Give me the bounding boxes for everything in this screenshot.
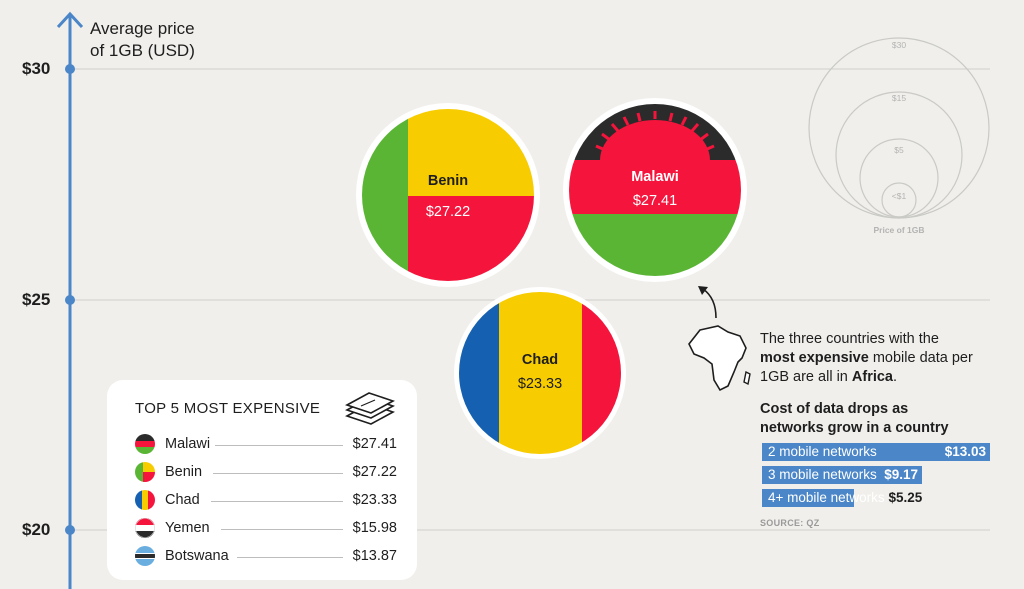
top5-price-chad: $23.33 bbox=[352, 492, 397, 508]
network-bar-3-label: 3 mobile networks bbox=[768, 467, 877, 482]
yemen-flag-icon bbox=[135, 518, 155, 538]
size-legend-title: Price of 1GB bbox=[873, 225, 925, 235]
chad-flag-icon bbox=[135, 490, 155, 510]
pointer-arrowhead bbox=[698, 286, 708, 295]
note-text-2: mobile data per 1GB are all in bbox=[760, 350, 973, 385]
bubble-chad bbox=[454, 287, 626, 459]
top5-price-benin: $27.22 bbox=[352, 464, 397, 480]
top5-country-yemen: Yemen bbox=[165, 520, 210, 536]
note-text-1: The three countries with the bbox=[760, 331, 939, 347]
top5-country-benin: Benin bbox=[165, 464, 203, 480]
y-tick-label-20: $20 bbox=[22, 520, 51, 539]
drops-title-line2: networks grow in a country bbox=[760, 420, 949, 436]
size-legend-label-15: $15 bbox=[891, 93, 907, 103]
y-tick-label-25: $25 bbox=[22, 290, 51, 309]
y-axis-arrow bbox=[56, 11, 84, 29]
pointer-arrow bbox=[702, 288, 717, 319]
bubble-malawi bbox=[563, 98, 747, 282]
top5-row-malawi: Malawi $27.41 bbox=[135, 434, 397, 454]
drops-title: Cost of data drops as networks grow in a… bbox=[760, 400, 949, 438]
top5-row-chad: Chad $23.33 bbox=[135, 490, 397, 510]
leader-line bbox=[237, 557, 343, 558]
size-legend-circle-15 bbox=[835, 91, 963, 219]
network-bar-3: 3 mobile networks $9.17 bbox=[762, 466, 922, 484]
drops-title-line1: Cost of data drops as bbox=[760, 401, 909, 417]
sun-rays bbox=[595, 111, 715, 152]
size-legend-label-30: $30 bbox=[891, 40, 907, 50]
top5-country-botswana: Botswana bbox=[165, 548, 229, 564]
y-axis-label-line1: Average price bbox=[90, 19, 195, 38]
y-tick-label-30: $30 bbox=[22, 59, 51, 78]
top5-row-yemen: Yemen $15.98 bbox=[135, 518, 397, 538]
network-bar-3-value: $9.17 bbox=[884, 467, 918, 482]
bubble-value-benin: $27.22 bbox=[425, 204, 471, 220]
note-bold-2: Africa bbox=[851, 369, 893, 385]
network-bar-4plus-value: $5.25 bbox=[888, 490, 923, 505]
network-bar-4plus-label: 4+ mobile networks bbox=[768, 490, 885, 505]
leader-line bbox=[215, 445, 343, 446]
top5-row-botswana: Botswana $13.87 bbox=[135, 546, 397, 566]
size-legend-label-5: $5 bbox=[894, 145, 904, 155]
top5-title: TOP 5 MOST EXPENSIVE bbox=[135, 400, 321, 417]
bubble-value-malawi: $27.41 bbox=[632, 193, 678, 209]
network-bar-4plus-text: 4+ mobile networks $5.25 bbox=[768, 489, 922, 507]
benin-flag-icon bbox=[135, 462, 155, 482]
bubble-label-malawi: Malawi bbox=[631, 169, 679, 185]
top5-country-chad: Chad bbox=[165, 492, 200, 508]
leader-line bbox=[213, 473, 343, 474]
top5-price-botswana: $13.87 bbox=[352, 548, 397, 564]
note-text-3: . bbox=[893, 369, 898, 385]
y-axis-label-line2: of 1GB (USD) bbox=[90, 41, 195, 60]
bubble-label-benin: Benin bbox=[427, 173, 469, 189]
top5-price-malawi: $27.41 bbox=[352, 436, 397, 452]
note-bold-1: most expensive bbox=[760, 350, 869, 366]
money-stack-icon bbox=[345, 392, 395, 425]
bubble-value-chad: $23.33 bbox=[517, 376, 563, 392]
size-legend-label-1: <$1 bbox=[891, 191, 907, 201]
top5-card: TOP 5 MOST EXPENSIVE Malawi $27.41 Benin… bbox=[107, 380, 417, 580]
leader-line bbox=[221, 529, 343, 530]
y-axis-label: Average price of 1GB (USD) bbox=[90, 18, 195, 62]
bubble-benin bbox=[356, 103, 540, 287]
top5-price-yemen: $15.98 bbox=[352, 520, 397, 536]
y-tick-dot-30 bbox=[65, 64, 75, 74]
network-bar-2-value: $13.03 bbox=[944, 444, 986, 459]
y-tick-dot-25 bbox=[65, 295, 75, 305]
size-legend-circle-1 bbox=[881, 182, 917, 218]
botswana-flag-icon bbox=[135, 546, 155, 566]
africa-icon bbox=[688, 325, 747, 392]
y-tick-dot-20 bbox=[65, 525, 75, 535]
source-note: SOURCE: QZ bbox=[760, 518, 820, 528]
size-legend bbox=[808, 37, 990, 219]
malawi-flag-icon bbox=[135, 434, 155, 454]
africa-note: The three countries with the most expens… bbox=[760, 330, 1000, 387]
madagascar-icon bbox=[743, 370, 751, 386]
top5-country-malawi: Malawi bbox=[165, 436, 211, 452]
network-bar-2-label: 2 mobile networks bbox=[768, 444, 877, 459]
network-bar-2: 2 mobile networks $13.03 bbox=[762, 443, 990, 461]
bubble-label-chad: Chad bbox=[521, 352, 559, 368]
leader-line bbox=[211, 501, 343, 502]
top5-row-benin: Benin $27.22 bbox=[135, 462, 397, 482]
